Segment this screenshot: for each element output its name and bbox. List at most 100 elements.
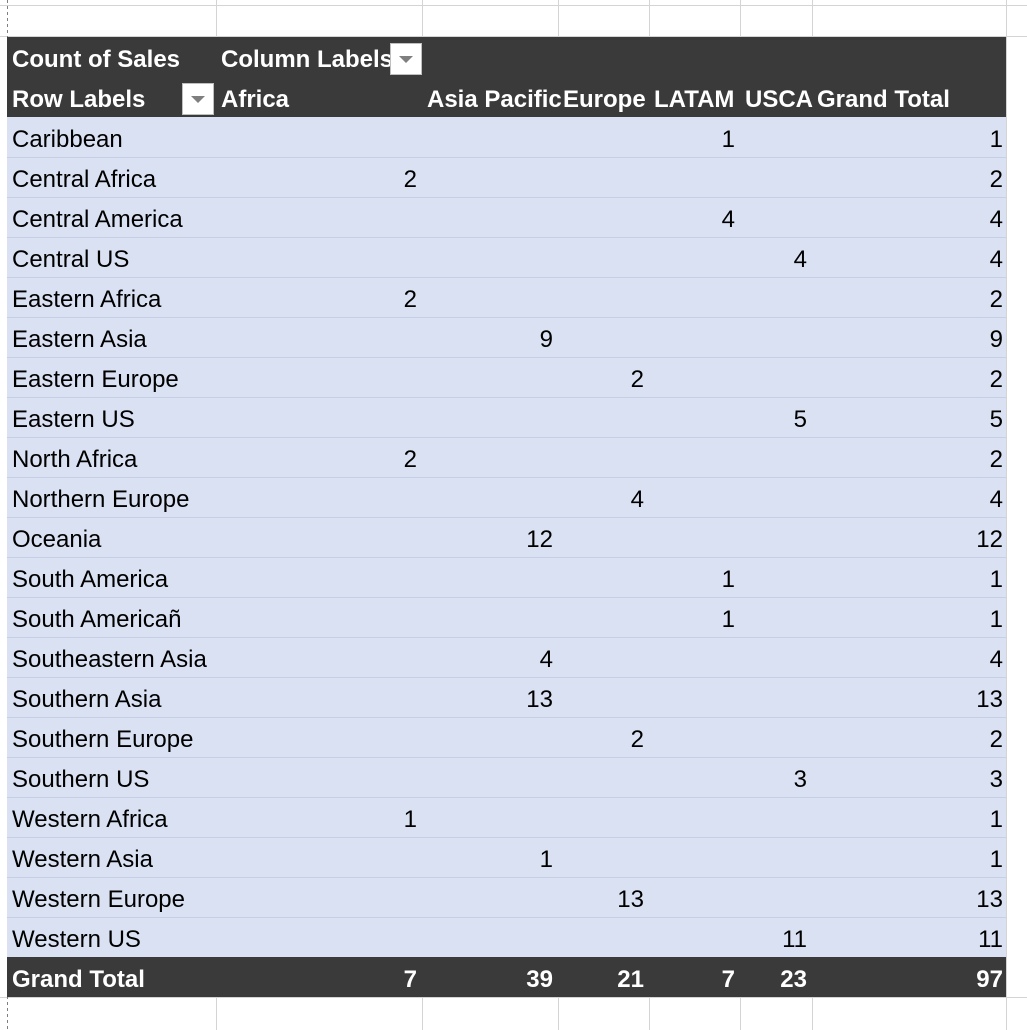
cell-latam[interactable] [654, 757, 735, 797]
cell-africa[interactable]: 1 [403, 806, 417, 833]
cell-europe[interactable] [563, 317, 644, 357]
row-label[interactable]: Oceania [12, 526, 102, 553]
cell-europe[interactable] [563, 117, 644, 157]
cell-usca[interactable]: 11 [782, 926, 807, 953]
column-header-europe[interactable]: Europe [563, 86, 646, 113]
cell-usca[interactable] [745, 797, 807, 837]
cell-grand-total[interactable]: 1 [989, 566, 1003, 593]
cell-latam[interactable] [654, 877, 735, 917]
row-label[interactable]: North Africa [12, 446, 138, 473]
row-label[interactable]: Caribbean [12, 126, 123, 153]
cell-africa[interactable] [221, 237, 417, 277]
cell-asia-pacific[interactable] [427, 477, 553, 517]
cell-africa[interactable] [221, 117, 417, 157]
cell-grand-total[interactable]: 1 [989, 806, 1003, 833]
column-header-asia-pacific[interactable]: Asia Pacific [427, 86, 562, 113]
row-label[interactable]: Southern Asia [12, 686, 162, 713]
cell-grand-total[interactable]: 4 [989, 486, 1003, 513]
cell-latam[interactable] [654, 517, 735, 557]
row-label[interactable]: Western Europe [12, 886, 185, 913]
cell-latam[interactable] [654, 477, 735, 517]
cell-asia-pacific[interactable] [427, 797, 553, 837]
cell-latam[interactable] [654, 837, 735, 877]
cell-asia-pacific[interactable] [427, 117, 553, 157]
row-label[interactable]: Southeastern Asia [12, 646, 207, 673]
total-latam[interactable]: 7 [721, 966, 735, 993]
cell-europe[interactable] [563, 837, 644, 877]
row-label[interactable]: Western Asia [12, 846, 153, 873]
cell-usca[interactable] [745, 517, 807, 557]
cell-grand-total[interactable]: 13 [976, 886, 1003, 913]
column-labels-header[interactable]: Column Labels [221, 46, 394, 73]
cell-usca[interactable] [745, 677, 807, 717]
row-label[interactable]: South America [12, 566, 169, 593]
column-header-usca[interactable]: USCA [745, 86, 814, 113]
cell-africa[interactable] [221, 677, 417, 717]
column-header-latam[interactable]: LATAM [654, 86, 735, 113]
cell-europe[interactable] [563, 237, 644, 277]
cell-usca[interactable] [745, 477, 807, 517]
cell-latam[interactable] [654, 357, 735, 397]
cell-grand-total[interactable]: 13 [976, 686, 1003, 713]
cell-grand-total[interactable]: 4 [989, 246, 1003, 273]
cell-usca[interactable] [745, 837, 807, 877]
cell-asia-pacific[interactable] [427, 237, 553, 277]
cell-latam[interactable] [654, 397, 735, 437]
cell-grand-total[interactable]: 4 [989, 646, 1003, 673]
total-grand-total[interactable]: 97 [976, 966, 1003, 993]
cell-grand-total[interactable]: 3 [989, 766, 1003, 793]
cell-grand-total[interactable]: 1 [989, 846, 1003, 873]
cell-europe[interactable]: 2 [630, 366, 644, 393]
cell-europe[interactable] [563, 197, 644, 237]
cell-africa[interactable] [221, 397, 417, 437]
cell-grand-total[interactable]: 1 [989, 606, 1003, 633]
cell-europe[interactable] [563, 917, 644, 957]
cell-africa[interactable]: 2 [403, 446, 417, 473]
cell-europe[interactable] [563, 157, 644, 197]
cell-asia-pacific[interactable] [427, 877, 553, 917]
total-usca[interactable]: 23 [780, 966, 807, 993]
cell-usca[interactable] [745, 437, 807, 477]
cell-grand-total[interactable]: 2 [989, 366, 1003, 393]
cell-africa[interactable] [221, 877, 417, 917]
cell-asia-pacific[interactable]: 4 [539, 646, 553, 673]
cell-africa[interactable] [221, 637, 417, 677]
cell-latam[interactable]: 1 [721, 566, 735, 593]
cell-usca[interactable] [745, 117, 807, 157]
row-label[interactable]: Eastern Africa [12, 286, 162, 313]
cell-europe[interactable] [563, 517, 644, 557]
cell-asia-pacific[interactable]: 1 [539, 846, 553, 873]
cell-latam[interactable]: 1 [721, 126, 735, 153]
cell-africa[interactable] [221, 557, 417, 597]
total-europe[interactable]: 21 [617, 966, 644, 993]
cell-usca[interactable] [745, 557, 807, 597]
cell-asia-pacific[interactable] [427, 157, 553, 197]
cell-usca[interactable] [745, 637, 807, 677]
cell-europe[interactable]: 4 [630, 486, 644, 513]
row-label[interactable]: South Americañ [12, 606, 182, 633]
cell-grand-total[interactable]: 5 [989, 406, 1003, 433]
column-header-africa[interactable]: Africa [221, 86, 290, 113]
cell-africa[interactable] [221, 717, 417, 757]
cell-grand-total[interactable]: 4 [989, 206, 1003, 233]
cell-asia-pacific[interactable] [427, 277, 553, 317]
cell-africa[interactable] [221, 317, 417, 357]
column-labels-filter-icon[interactable] [390, 43, 422, 75]
cell-grand-total[interactable]: 12 [976, 526, 1003, 553]
cell-latam[interactable] [654, 237, 735, 277]
row-labels-filter-icon[interactable] [182, 83, 214, 115]
cell-africa[interactable] [221, 357, 417, 397]
cell-asia-pacific[interactable] [427, 437, 553, 477]
cell-europe[interactable] [563, 397, 644, 437]
cell-asia-pacific[interactable] [427, 397, 553, 437]
cell-latam[interactable] [654, 437, 735, 477]
cell-europe[interactable]: 2 [630, 726, 644, 753]
cell-usca[interactable]: 5 [793, 406, 807, 433]
cell-usca[interactable] [745, 717, 807, 757]
cell-usca[interactable] [745, 597, 807, 637]
row-label[interactable]: Central US [12, 246, 130, 273]
cell-latam[interactable] [654, 677, 735, 717]
cell-europe[interactable]: 13 [617, 886, 644, 913]
cell-asia-pacific[interactable] [427, 597, 553, 637]
cell-europe[interactable] [563, 757, 644, 797]
